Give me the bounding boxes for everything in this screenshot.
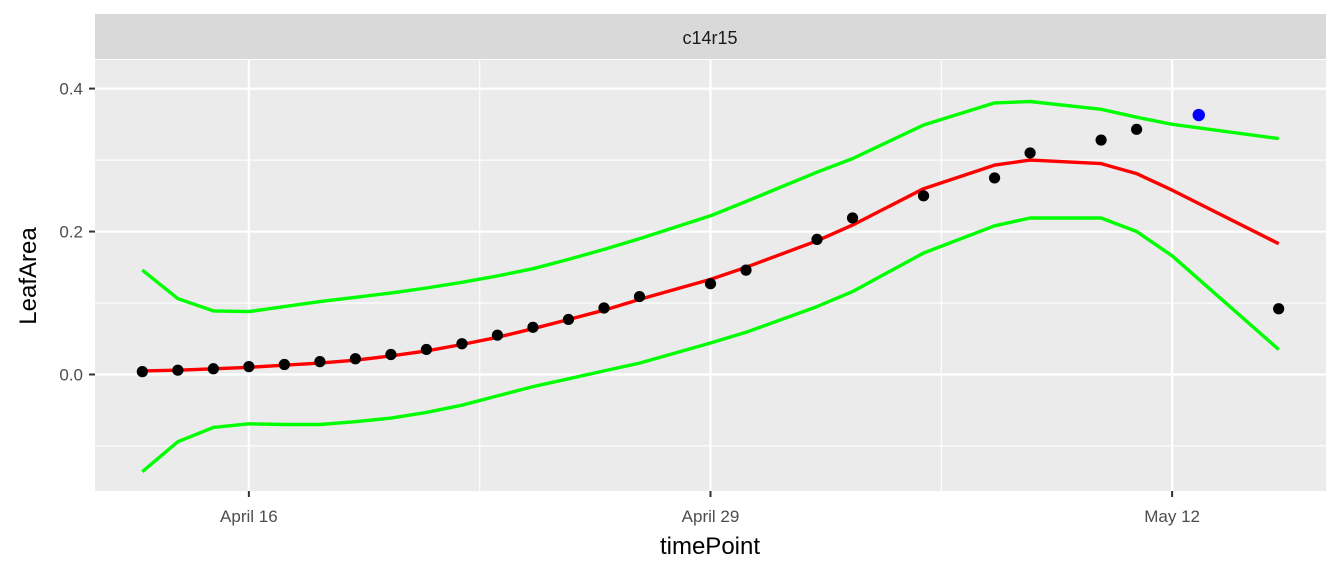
major-gridlines [95, 60, 1326, 491]
y-axis-title: LeafArea [15, 227, 42, 325]
y-tick-label-2: 0.4 [59, 80, 83, 99]
x-tick-label-2: May 12 [1144, 507, 1200, 526]
series-line-fit [142, 158, 1280, 373]
data-point-3 [243, 361, 255, 373]
y-axis-ticks: 0.0 0.2 0.4 [59, 80, 95, 384]
data-point-2 [207, 363, 219, 375]
data-point-17 [811, 233, 823, 246]
series-lines [141, 99, 1280, 473]
data-point-7 [385, 348, 397, 361]
x-tick-label-0: April 16 [220, 507, 278, 526]
data-point-19 [917, 190, 930, 202]
data-point-21 [1024, 147, 1036, 159]
data-point-4 [278, 358, 290, 371]
data-point-16 [740, 264, 752, 276]
y-tick-label-1: 0.2 [59, 223, 83, 242]
data-point-13 [598, 302, 610, 314]
strip-background [95, 14, 1326, 59]
x-tick-label-1: April 29 [682, 507, 740, 526]
data-point-0 [136, 366, 148, 378]
data-point-8 [420, 343, 433, 356]
data-point-18 [846, 212, 859, 224]
y-tick-label-0: 0.0 [59, 365, 83, 384]
data-point-9 [456, 338, 468, 350]
data-point-15 [704, 278, 717, 290]
data-point-11 [527, 321, 539, 333]
data-point-10 [491, 329, 504, 341]
data-point-1 [172, 364, 184, 376]
data-point-6 [349, 353, 362, 365]
highlighted-data-point [1192, 108, 1205, 122]
data-point-24 [1273, 303, 1285, 315]
x-axis-ticks: April 16 April 29 May 12 [220, 491, 1200, 526]
data-point-14 [633, 290, 646, 303]
data-point-22 [1095, 134, 1107, 146]
panel-strip-label: c14r15 [682, 28, 737, 48]
series-line-upper-band [141, 99, 1279, 314]
series-line-lower-band [141, 216, 1280, 473]
data-point-20 [988, 172, 1001, 184]
data-point-5 [314, 356, 326, 368]
x-axis-title: timePoint [660, 533, 760, 560]
data-point-12 [562, 313, 575, 326]
data-point-23 [1131, 123, 1143, 135]
data-points [136, 108, 1285, 378]
